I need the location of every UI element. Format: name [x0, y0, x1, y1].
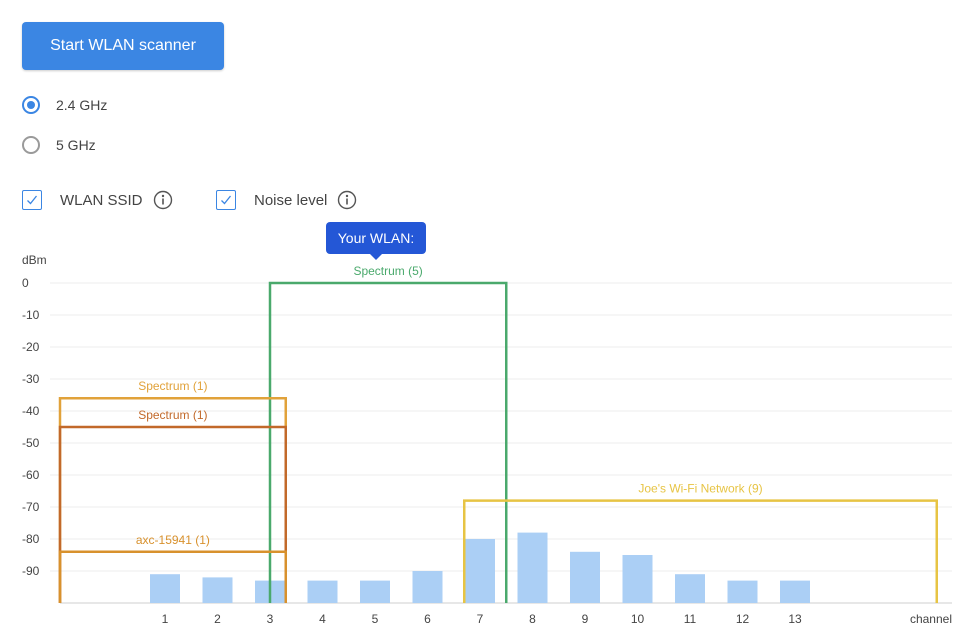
network-spectrum-box [58, 425, 287, 603]
x-tick-label: 3 [267, 612, 274, 626]
radio-2-4ghz[interactable] [22, 96, 40, 114]
info-icon[interactable] [153, 190, 173, 210]
noise-bar [150, 574, 180, 603]
y-tick-label: -50 [22, 436, 40, 450]
info-icon[interactable] [337, 190, 357, 210]
x-tick-label: 10 [631, 612, 645, 626]
your-wlan-tooltip: Your WLAN: [326, 222, 426, 260]
noise-bar [780, 580, 810, 603]
x-tick-label: 7 [477, 612, 484, 626]
toggle-wlan-ssid[interactable]: WLAN SSID [22, 190, 173, 210]
network-label: Spectrum (1) [138, 408, 207, 422]
noise-bar [570, 551, 600, 603]
y-tick-label: -20 [22, 340, 40, 354]
network-label: Joe's Wi-Fi Network (9) [638, 482, 762, 496]
network-spectrum-box [58, 396, 287, 603]
checkmark-icon [27, 195, 38, 205]
wlan-ssid-checkbox[interactable] [22, 190, 42, 210]
noise-bar [517, 532, 548, 603]
band-option-5ghz[interactable]: 5 GHz [22, 136, 96, 154]
noise-level-checkbox[interactable] [216, 190, 236, 210]
x-tick-label: 13 [788, 612, 802, 626]
noise-bar [360, 580, 390, 603]
y-tick-label: -80 [22, 532, 40, 546]
band-label-2-4ghz: 2.4 GHz [56, 97, 108, 113]
noise-bar [675, 574, 705, 603]
x-tick-label: 4 [319, 612, 326, 626]
network-spectrum-box [58, 550, 287, 603]
x-tick-label: 12 [736, 612, 750, 626]
network-spectrum-box [268, 281, 508, 603]
network-spectrum-box [463, 499, 938, 603]
network-label: Spectrum (1) [138, 379, 207, 393]
noise-bar [202, 577, 233, 603]
band-label-5ghz: 5 GHz [56, 137, 96, 153]
noise-bar [412, 571, 443, 603]
x-tick-label: 5 [372, 612, 379, 626]
x-tick-label: 11 [684, 612, 697, 626]
noise-bar [727, 580, 758, 603]
y-tick-label: 0 [22, 276, 29, 290]
noise-bar [622, 555, 653, 603]
wlan-ssid-label: WLAN SSID [60, 191, 143, 209]
network-label: axc-15941 (1) [136, 533, 210, 547]
toggle-noise-level[interactable]: Noise level [216, 190, 357, 210]
y-tick-label: -10 [22, 308, 40, 322]
noise-bar [307, 580, 338, 603]
checkmark-icon [221, 195, 232, 205]
noise-level-label: Noise level [254, 191, 328, 209]
noise-bar [465, 539, 495, 603]
x-tick-label: 9 [582, 612, 589, 626]
y-tick-label: -40 [22, 404, 40, 418]
y-tick-label: -90 [22, 564, 40, 578]
y-axis-label: dBm [22, 253, 47, 267]
y-tick-label: -30 [22, 372, 40, 386]
x-tick-label: 2 [214, 612, 221, 626]
network-label: Spectrum (5) [353, 264, 422, 278]
radio-5ghz[interactable] [22, 136, 40, 154]
x-tick-label: 6 [424, 612, 431, 626]
x-tick-label: 8 [529, 612, 536, 626]
y-tick-label: -70 [22, 500, 40, 514]
x-tick-label: 1 [162, 612, 169, 626]
band-option-2-4ghz[interactable]: 2.4 GHz [22, 96, 107, 114]
x-axis-label: channel [910, 612, 952, 626]
start-wlan-scanner-button[interactable]: Start WLAN scanner [22, 22, 224, 70]
y-tick-label: -60 [22, 468, 40, 482]
